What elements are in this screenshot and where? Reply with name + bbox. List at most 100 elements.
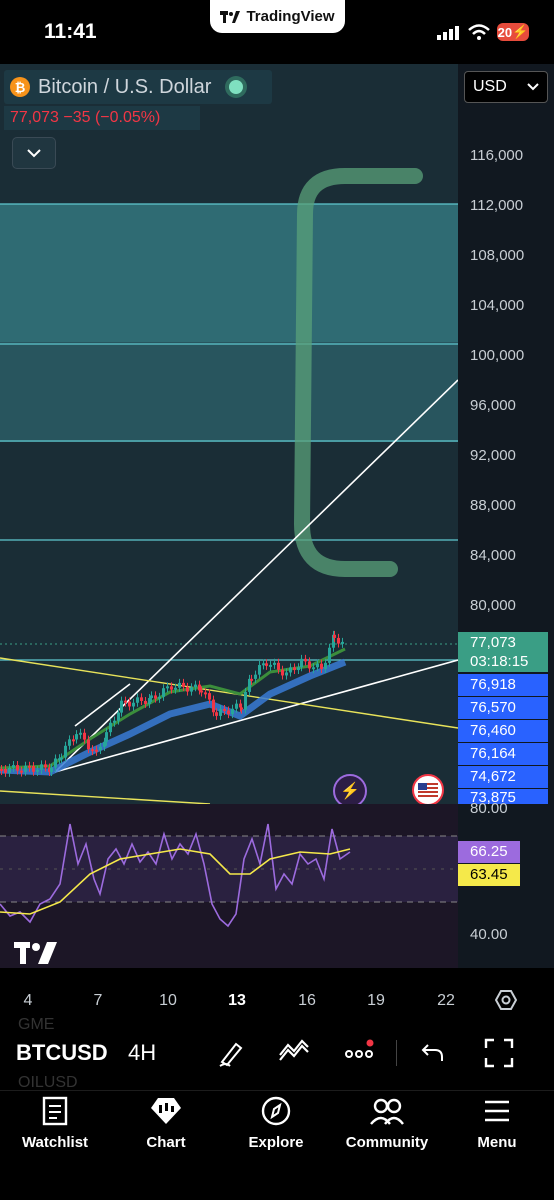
price-tick: 84,000	[470, 547, 516, 564]
nav-watchlist[interactable]: Watchlist	[5, 1096, 105, 1151]
price-tick: 88,000	[470, 497, 516, 514]
candle	[48, 767, 51, 773]
candle	[320, 663, 323, 669]
rsi-ma-value-tag: 63.45	[458, 864, 520, 886]
candle	[44, 764, 47, 768]
candle	[64, 745, 67, 758]
candle	[36, 769, 39, 772]
chart-settings-icon[interactable]	[494, 989, 518, 1016]
candle	[68, 739, 71, 746]
symbol-legend[interactable]: ₿ Bitcoin / U.S. Dollar	[4, 70, 272, 104]
symbol-selector[interactable]: BTCUSD	[16, 1040, 108, 1065]
candle	[333, 634, 336, 638]
candle	[300, 658, 303, 668]
date-tick: 10	[159, 992, 177, 1009]
people-icon	[370, 1098, 404, 1125]
candle	[178, 682, 181, 688]
nav-explore[interactable]: Explore	[226, 1096, 326, 1151]
book-icon	[42, 1096, 68, 1126]
nav-chart-label: Chart	[146, 1134, 186, 1151]
candle	[219, 708, 222, 716]
candle	[281, 669, 284, 676]
chevron-down-icon	[27, 149, 41, 158]
currency-select[interactable]: USD	[464, 71, 548, 103]
drawing-brush-icon[interactable]	[214, 1036, 248, 1070]
bitcoin-icon: ₿	[10, 77, 30, 97]
candle	[54, 758, 57, 768]
fullscreen-icon[interactable]	[482, 1036, 516, 1070]
candle	[239, 703, 242, 708]
candle	[328, 647, 331, 663]
price-tick: 80,000	[470, 597, 516, 614]
interval-selector[interactable]: 4H	[128, 1040, 157, 1065]
candle	[75, 734, 78, 740]
chart-toolbar	[0, 1018, 554, 1090]
candle	[109, 722, 112, 733]
more-options-icon[interactable]	[342, 1036, 376, 1070]
price-chart[interactable]: ⚡	[0, 64, 458, 804]
trendline-yellow[interactable]	[0, 657, 458, 729]
candles	[0, 630, 344, 777]
price-tick: 96,000	[470, 397, 516, 414]
candle	[91, 749, 94, 752]
undo-icon[interactable]	[416, 1036, 450, 1070]
nav-community[interactable]: Community	[337, 1096, 437, 1151]
level-tag: 74,672	[458, 766, 548, 788]
price-tick: 92,000	[470, 447, 516, 464]
us-flag-icon[interactable]	[412, 774, 444, 804]
date-tick: 19	[367, 992, 385, 1009]
candle	[182, 682, 185, 687]
candle	[40, 764, 43, 770]
candle	[304, 658, 307, 662]
lightning-icon[interactable]: ⚡	[333, 774, 367, 804]
rsi-tick: 40.00	[470, 926, 508, 943]
candle	[136, 697, 139, 703]
nav-menu-label: Menu	[477, 1134, 517, 1151]
candle	[316, 663, 319, 668]
candle	[128, 701, 131, 707]
signal-icon	[437, 26, 459, 40]
wifi-icon	[468, 24, 490, 40]
candle-countdown: 03:18:15	[470, 653, 529, 670]
candle	[72, 739, 75, 742]
date-tick: 7	[93, 992, 103, 1009]
rsi-axis	[458, 804, 554, 968]
candle	[186, 686, 189, 692]
menu-icon	[485, 1100, 509, 1122]
candle	[248, 678, 251, 692]
level-tag: 76,918	[458, 674, 548, 696]
nav-chart[interactable]: Chart	[116, 1096, 216, 1151]
candle	[113, 720, 116, 723]
date-tick: 4	[23, 992, 33, 1009]
candle	[0, 769, 3, 771]
candle	[170, 686, 173, 690]
battery-icon: 20 ⚡	[497, 23, 529, 41]
collapse-legend-button[interactable]	[12, 137, 56, 169]
last-price-tag: 77,073 03:18:15	[458, 632, 548, 672]
app-pill[interactable]: TradingView	[210, 0, 345, 33]
candle	[4, 769, 7, 773]
trendline-lower[interactable]	[54, 659, 458, 773]
candle	[273, 662, 276, 665]
date-axis[interactable]	[0, 968, 554, 1018]
level-tag: 76,570	[458, 697, 548, 719]
date-tick: 13	[228, 992, 246, 1009]
candle	[174, 687, 177, 690]
candle	[124, 700, 127, 703]
nav-menu[interactable]: Menu	[447, 1096, 547, 1151]
indicators-icon[interactable]	[277, 1036, 311, 1070]
chevron-down-icon	[527, 83, 539, 91]
bracket-drawing[interactable]	[293, 168, 423, 577]
rsi-line	[0, 823, 351, 928]
chart-canvas[interactable]	[0, 64, 458, 804]
rsi-pane[interactable]	[0, 804, 458, 968]
candle	[258, 665, 261, 675]
nav-community-label: Community	[345, 1134, 429, 1151]
price-tick: 108,000	[470, 247, 525, 264]
candle	[297, 667, 300, 671]
candle	[103, 741, 106, 747]
candle	[208, 693, 211, 700]
candle	[289, 667, 292, 673]
candle	[190, 687, 193, 692]
candle	[105, 732, 108, 742]
